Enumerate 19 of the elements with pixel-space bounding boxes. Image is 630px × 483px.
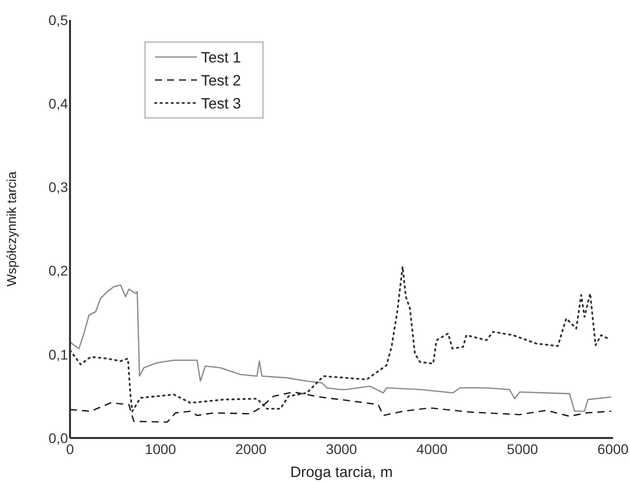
- x-tick-label: 1000: [144, 441, 176, 457]
- legend-label: Test 1: [201, 49, 242, 66]
- y-tick-label: 0,0: [48, 430, 68, 446]
- x-tick-label: 6000: [597, 441, 629, 457]
- y-tick-label: 0,1: [48, 346, 68, 362]
- y-tick-label: 0,5: [48, 12, 68, 28]
- y-tick-label: 0,3: [48, 179, 68, 196]
- x-tick-label: 0: [66, 441, 74, 457]
- y-tick-label: 0,4: [48, 96, 68, 112]
- x-axis-title: Droga tarcia, m: [290, 464, 393, 481]
- y-tick-label: 0,2: [48, 262, 68, 279]
- x-tick-label: 3000: [326, 441, 358, 457]
- y-axis-title: Współczynnik tarcia: [4, 170, 19, 286]
- legend-label: Test 3: [201, 95, 242, 112]
- x-tick-label: 2000: [235, 441, 267, 457]
- legend-label: Test 2: [201, 72, 242, 90]
- x-tick-label: 5000: [506, 441, 538, 457]
- x-tick-label: 4000: [416, 441, 448, 457]
- line-series: [69, 391, 612, 423]
